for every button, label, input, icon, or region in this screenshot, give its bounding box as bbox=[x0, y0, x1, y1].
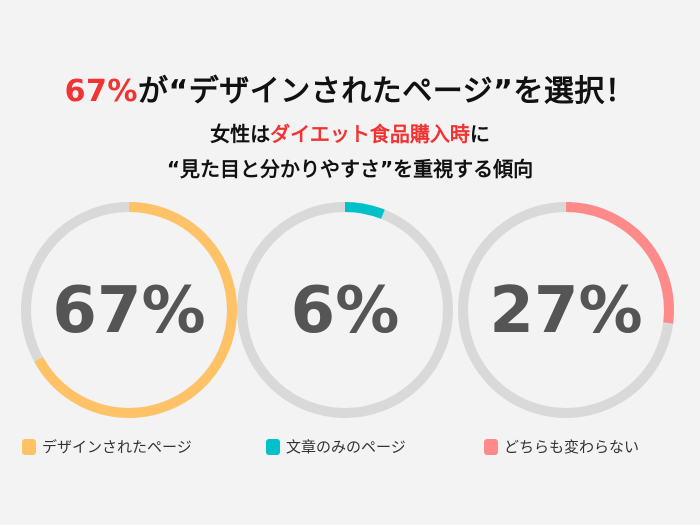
legend-item: デザインされたページ bbox=[22, 436, 192, 457]
headline: 67%が“デザインされたページ”を選択！ bbox=[64, 74, 636, 109]
legend-label: どちらも変わらない bbox=[504, 438, 640, 456]
legend-label: 文章のみのページ bbox=[286, 438, 406, 456]
legend-label: デザインされたページ bbox=[42, 438, 192, 456]
legend-item: 文章のみのページ bbox=[266, 436, 406, 457]
donut-arc bbox=[21, 202, 237, 418]
legend-swatch bbox=[484, 438, 498, 455]
legend-swatch bbox=[266, 438, 280, 455]
legend-item: どちらも変わらない bbox=[484, 436, 639, 457]
donut-arc bbox=[458, 202, 674, 418]
donut-value-label: 27% bbox=[489, 274, 642, 348]
donut-arc bbox=[237, 202, 453, 418]
donut-value-label: 67% bbox=[52, 274, 205, 348]
donut-value-label: 6% bbox=[291, 274, 400, 348]
subheadline-line-2: “見た目と分かりやすさ”を重視する傾向 bbox=[166, 157, 534, 181]
subheadline-line-1: 女性はダイエット食品購入時に bbox=[210, 122, 490, 146]
legend-swatch bbox=[22, 438, 36, 455]
